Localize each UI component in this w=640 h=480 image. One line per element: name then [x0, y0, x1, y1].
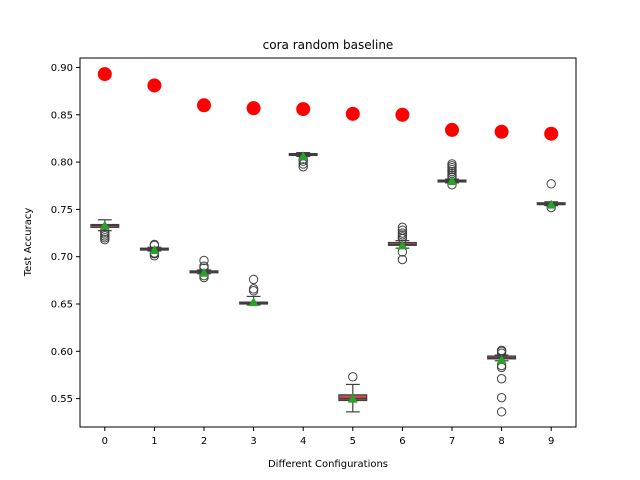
outlier-point [496, 407, 507, 417]
box-group-1 [139, 239, 169, 261]
y-tick-label: 0.80 [51, 158, 73, 169]
highlight-point-8 [494, 124, 509, 139]
y-tick-label: 0.90 [51, 63, 73, 74]
mean-marker [347, 393, 358, 403]
box-group-2 [189, 255, 219, 283]
x-tick-label: 7 [449, 436, 455, 447]
plot-area [90, 67, 566, 417]
y-tick-label: 0.60 [51, 347, 73, 358]
box-group-9 [536, 179, 566, 213]
box-group-7 [437, 159, 467, 190]
outlier-point [199, 255, 209, 266]
mean-marker [496, 354, 507, 364]
box-group-3 [239, 274, 269, 307]
outlier-point [496, 345, 507, 356]
x-tick-label: 5 [350, 436, 356, 447]
highlight-point-1 [147, 78, 162, 93]
outlier-point [496, 374, 507, 384]
outlier-point [298, 162, 308, 172]
highlight-point-9 [544, 126, 559, 141]
highlight-point-6 [395, 107, 410, 122]
box-group-0 [90, 219, 120, 245]
box-group-8 [487, 345, 517, 417]
y-tick-label: 0.55 [51, 394, 73, 405]
outlier-point [348, 372, 358, 382]
outlier-point [546, 179, 556, 189]
highlight-point-4 [296, 102, 311, 117]
x-tick-label: 6 [399, 436, 405, 447]
highlight-point-3 [246, 101, 261, 116]
box-group-4 [288, 151, 318, 172]
plot-frame [79, 57, 577, 428]
x-tick-label: 4 [300, 436, 306, 447]
outlier-point [397, 222, 408, 233]
chart-title: cora random baseline [263, 38, 394, 52]
y-tick-label: 0.85 [51, 110, 73, 121]
x-tick-label: 9 [548, 436, 554, 447]
y-tick-label: 0.65 [51, 300, 73, 311]
mean-marker [248, 297, 259, 307]
outlier-point [496, 392, 507, 403]
outlier-point [397, 225, 408, 235]
y-tick-label: 0.75 [51, 205, 73, 216]
highlight-point-0 [97, 67, 112, 82]
mean-marker [447, 176, 457, 185]
x-tick-label: 8 [498, 436, 504, 447]
mean-marker [199, 267, 209, 277]
x-axis-label: Different Configurations [268, 459, 388, 470]
mean-marker [149, 245, 160, 255]
outlier-point [447, 159, 457, 169]
y-tick-label: 0.70 [51, 252, 73, 263]
outlier-point [397, 228, 408, 238]
x-tick-label: 2 [201, 436, 207, 447]
axes: 0.55 0.60 0.65 0.70 0.75 0.80 0.85 0.90 0 1 2 3 4 5 6 7… [51, 57, 577, 447]
mean-marker [397, 240, 408, 250]
x-tick-label: 1 [151, 436, 157, 447]
highlight-point-7 [445, 122, 459, 137]
outlier-point [397, 254, 408, 265]
mean-marker [99, 220, 110, 230]
mean-marker [546, 199, 557, 209]
x-tick-label: 0 [102, 436, 108, 447]
box-group-5 [338, 372, 368, 413]
outlier-point [248, 274, 259, 285]
mean-marker [298, 151, 309, 161]
box-group-6 [387, 222, 417, 265]
x-tick-label: 3 [250, 436, 256, 447]
outlier-point [248, 284, 259, 294]
y-axis-label: Test Accuracy [23, 208, 34, 278]
highlight-point-5 [345, 106, 360, 121]
highlight-point-2 [197, 98, 211, 113]
